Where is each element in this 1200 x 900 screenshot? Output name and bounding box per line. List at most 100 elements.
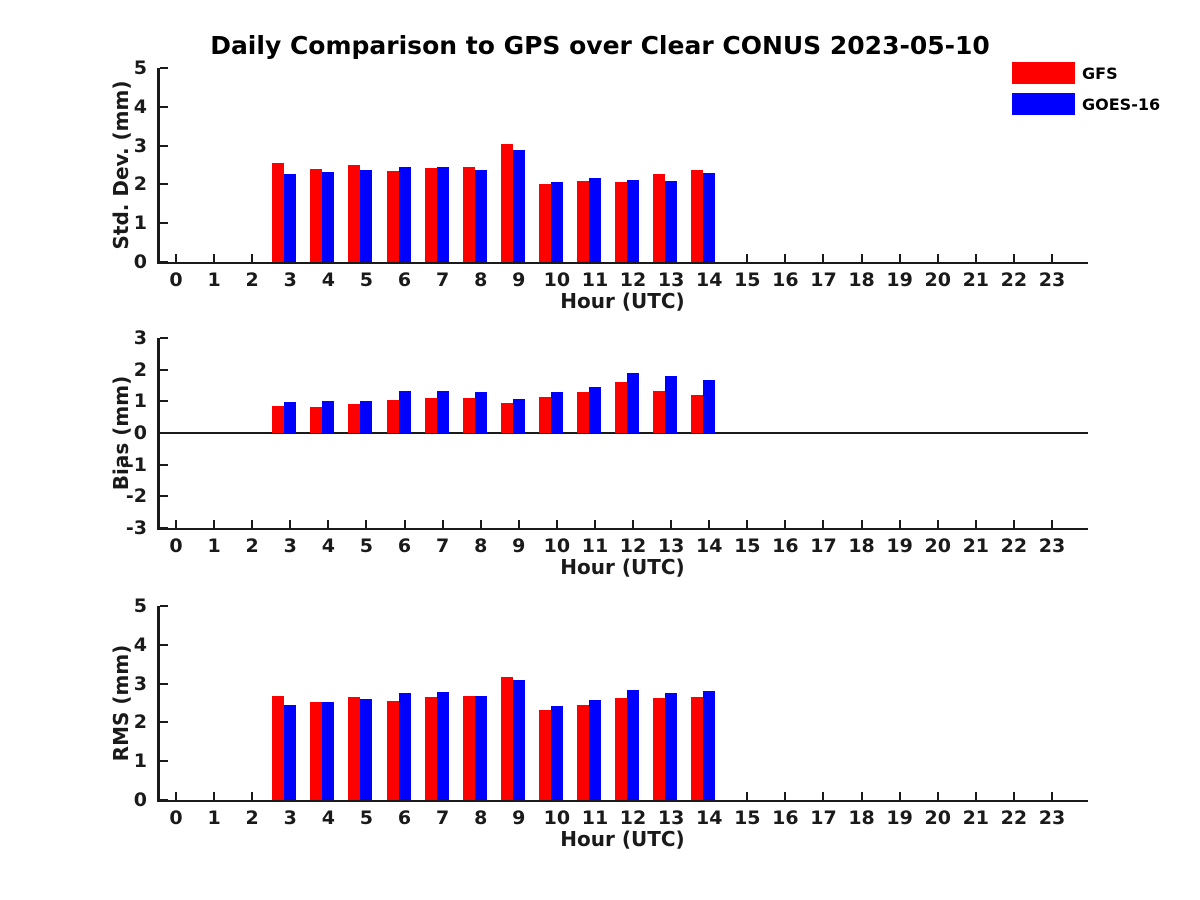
chart-rms-y-tick [159, 760, 168, 763]
chart-rms-y-tick [159, 643, 168, 646]
chart-rms-x-tick-label: 16 [772, 807, 799, 829]
chart-rms-y-tick [159, 605, 168, 607]
chart-std-dev-x-tick-label: 5 [359, 269, 374, 291]
legend-swatch-gfs [1012, 62, 1075, 84]
chart-rms-x-tick [251, 792, 254, 800]
bar-goes16-hour-6 [398, 167, 411, 262]
bar-goes16-hour-12 [627, 689, 640, 800]
chart-std-dev-y-tick [159, 261, 168, 263]
chart-std-dev-bottom-spine [157, 261, 1088, 264]
chart-std-dev-x-tick-label: 20 [924, 269, 951, 291]
bar-gfs-hour-10 [538, 709, 551, 800]
chart-rms-x-tick [898, 792, 901, 800]
chart-rms-x-tick-label: 6 [397, 807, 412, 829]
chart-rms-y-tick [159, 799, 168, 801]
bar-gfs-hour-4 [310, 701, 323, 800]
chart-rms-x-tick-label: 9 [512, 807, 526, 829]
chart-std-dev-x-tick-label: 17 [810, 269, 837, 291]
bar-goes16-hour-6 [398, 692, 411, 800]
chart-rms-x-tick [175, 792, 177, 800]
bar-gfs-hour-9 [500, 677, 513, 800]
bar-gfs-hour-13 [653, 391, 666, 433]
chart-std-dev-x-tick [746, 254, 749, 262]
chart-std-dev-xlabel: Hour (UTC) [560, 289, 685, 313]
chart-std-dev-left-spine [157, 68, 160, 264]
chart-rms-y-tick [159, 721, 168, 724]
chart-std-dev-x-tick-label: 10 [543, 269, 571, 291]
chart-rms-x-tick-label: 19 [886, 807, 913, 829]
bar-goes16-hour-5 [360, 400, 373, 433]
bar-goes16-hour-8 [474, 170, 487, 262]
chart-std-dev-x-tick-label: 13 [657, 269, 685, 291]
bar-goes16-hour-7 [436, 167, 449, 262]
chart-std-dev-x-tick [898, 254, 901, 262]
chart-bias-x-tick-label: 15 [734, 535, 761, 557]
chart-bias-x-tick-label: 0 [169, 535, 183, 557]
chart-bias-y-tick-label: 0 [133, 421, 147, 444]
chart-std-dev-x-tick-label: 2 [245, 269, 259, 291]
chart-std-dev-y-tick [159, 144, 168, 147]
bar-gfs-hour-11 [576, 180, 589, 262]
bar-gfs-hour-12 [615, 697, 628, 800]
chart-bias-x-tick-label: 23 [1038, 535, 1066, 557]
bar-goes16-hour-11 [588, 699, 601, 800]
bar-goes16-hour-10 [550, 182, 563, 262]
chart-rms-x-tick-label: 17 [810, 807, 837, 829]
chart-bias-x-tick [632, 520, 635, 528]
chart-bias-x-tick [593, 520, 596, 528]
bar-gfs-hour-4 [310, 168, 323, 262]
bar-gfs-hour-8 [462, 166, 475, 262]
bar-gfs-hour-3 [272, 163, 285, 262]
chart-rms-x-tick-label: 20 [924, 807, 951, 829]
chart-std-dev-x-tick [175, 254, 177, 262]
chart-rms-x-tick-label: 21 [962, 807, 990, 829]
bar-gfs-hour-14 [691, 394, 704, 433]
chart-std-dev-x-tick-label: 0 [169, 269, 183, 291]
bar-gfs-hour-9 [500, 144, 513, 262]
bar-gfs-hour-6 [386, 171, 399, 262]
chart-rms-x-tick-label: 14 [695, 807, 723, 829]
bar-goes16-hour-3 [284, 704, 297, 800]
chart-bias-x-tick-label: 1 [207, 535, 221, 557]
chart-bias-y-tick-label: -2 [125, 485, 147, 508]
bar-goes16-hour-5 [360, 169, 373, 262]
chart-bias-x-tick-label: 22 [1000, 535, 1028, 557]
bar-gfs-hour-5 [348, 403, 361, 433]
bar-gfs-hour-10 [538, 184, 551, 262]
chart-bias-x-tick-label: 7 [435, 535, 450, 557]
chart-std-dev-x-tick-label: 8 [474, 269, 488, 291]
chart-std-dev-x-tick-label: 3 [283, 269, 297, 291]
chart-rms-x-tick [1051, 792, 1053, 800]
bar-goes16-hour-7 [436, 390, 449, 433]
chart-bias-x-tick [327, 520, 330, 528]
bar-gfs-hour-12 [615, 182, 628, 262]
chart-bias-x-tick-label: 8 [474, 535, 488, 557]
chart-std-dev-y-tick-label: 4 [133, 95, 147, 118]
chart-rms-x-tick-label: 5 [359, 807, 374, 829]
chart-rms-x-tick-label: 15 [734, 807, 761, 829]
chart-rms-xlabel: Hour (UTC) [560, 827, 685, 851]
chart-bias-y-tick-label: -3 [125, 517, 147, 539]
chart-rms-x-tick-label: 2 [245, 807, 259, 829]
chart-bias-x-tick-label: 9 [512, 535, 526, 557]
bar-goes16-hour-8 [474, 696, 487, 800]
chart-std-dev-x-tick-label: 12 [619, 269, 647, 291]
chart-bias-x-tick-label: 5 [359, 535, 374, 557]
chart-bias-zero-line [157, 431, 1088, 434]
bar-gfs-hour-13 [653, 697, 666, 800]
chart-std-dev-y-tick [159, 67, 168, 69]
bar-goes16-hour-10 [550, 391, 563, 433]
legend-label-goes16: GOES-16 [1082, 95, 1161, 114]
chart-rms-x-tick [746, 792, 749, 800]
chart-bias-y-tick [159, 527, 168, 529]
chart-bias-x-tick [175, 520, 177, 528]
chart-bias-x-tick [517, 520, 520, 528]
bar-gfs-hour-7 [424, 398, 437, 433]
bar-gfs-hour-6 [386, 700, 399, 800]
bar-gfs-hour-12 [615, 381, 628, 433]
bar-goes16-hour-6 [398, 391, 411, 433]
chart-std-dev-x-tick-label: 21 [962, 269, 990, 291]
chart-bias-x-tick [708, 520, 711, 528]
bar-goes16-hour-11 [588, 387, 601, 433]
chart-rms-y-tick-label: 1 [133, 750, 147, 773]
